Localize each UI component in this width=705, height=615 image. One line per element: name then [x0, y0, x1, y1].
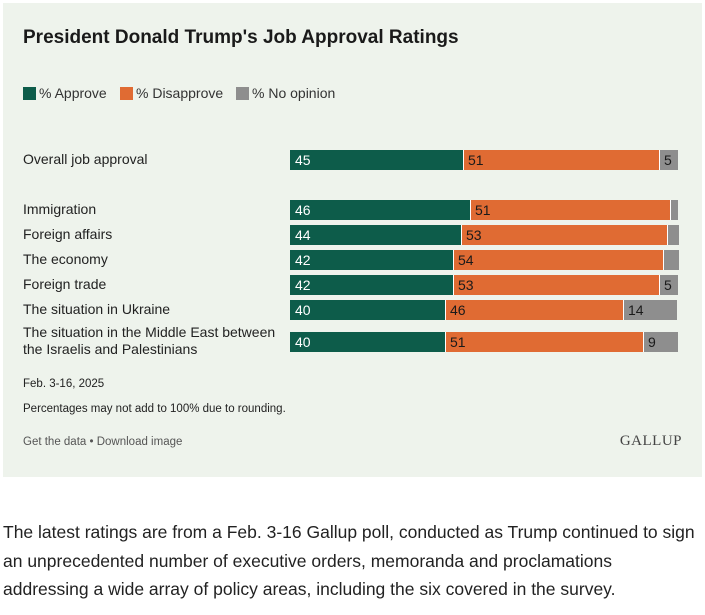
category-label: Foreign affairs	[23, 226, 113, 242]
bar-approve	[290, 225, 461, 245]
bar-value-label: 5	[664, 152, 672, 168]
bar-value-label: 5	[664, 277, 672, 293]
bar-no-opinion	[670, 200, 678, 220]
category-label: The economy	[23, 251, 108, 267]
category-label: Immigration	[23, 201, 97, 217]
bar-no-opinion	[667, 225, 679, 245]
bar-value-label: 54	[458, 252, 474, 268]
bar-value-label: 44	[295, 227, 311, 243]
bar-value-label: 42	[295, 277, 311, 293]
legend-label-approve: % Approve	[39, 85, 107, 101]
bar-no-opinion	[663, 250, 679, 270]
legend-swatch-no-opinion	[236, 87, 249, 100]
bar-approve	[290, 250, 453, 270]
bar-disapprove	[445, 332, 643, 352]
chart-links: Get the data • Download image	[23, 436, 182, 448]
bar-disapprove	[453, 275, 659, 295]
legend-swatch-approve	[23, 87, 36, 100]
bar-value-label: 14	[628, 302, 644, 318]
bar-approve	[290, 200, 470, 220]
bar-disapprove	[470, 200, 670, 220]
chart-title: President Donald Trump's Job Approval Ra…	[23, 27, 459, 48]
category-label: The situation in Ukraine	[23, 301, 171, 317]
bar-value-label: 46	[450, 302, 466, 318]
bar-approve	[290, 300, 445, 320]
chart-card: President Donald Trump's Job Approval Ra…	[3, 3, 702, 477]
legend-label-disapprove: % Disapprove	[136, 85, 224, 101]
bar-value-label: 40	[295, 302, 311, 318]
bar-no-opinion	[643, 332, 678, 352]
bar-value-label: 51	[468, 152, 484, 168]
bar-approve	[290, 150, 463, 170]
bar-approve	[290, 275, 453, 295]
link-separator: •	[86, 436, 97, 448]
bar-disapprove	[461, 225, 667, 245]
bar-approve	[290, 332, 445, 352]
rounding-note: Percentages may not add to 100% due to r…	[23, 403, 286, 415]
bar-disapprove	[453, 250, 663, 270]
bar-no-opinion	[659, 275, 678, 295]
bar-value-label: 51	[475, 202, 491, 218]
bar-value-label: 9	[648, 334, 656, 350]
article-paragraph: The latest ratings are from a Feb. 3-16 …	[3, 522, 695, 599]
bar-value-label: 53	[458, 277, 474, 293]
bar-value-label: 51	[450, 334, 466, 350]
gallup-logo: GALLUP	[619, 433, 682, 449]
get-data-link[interactable]: Get the data	[23, 436, 87, 448]
bar-value-label: 53	[466, 227, 482, 243]
bar-no-opinion	[623, 300, 677, 320]
bar-value-label: 45	[295, 152, 311, 168]
bar-disapprove	[445, 300, 623, 320]
bar-value-label: 42	[295, 252, 311, 268]
bar-disapprove	[463, 150, 659, 170]
category-label: Foreign trade	[23, 276, 107, 292]
bar-no-opinion	[659, 150, 678, 170]
category-label: The situation in the Middle East between…	[23, 324, 276, 357]
legend-swatch-disapprove	[120, 87, 133, 100]
category-label: Overall job approval	[23, 151, 148, 167]
survey-date: Feb. 3-16, 2025	[23, 378, 105, 390]
bar-value-label: 40	[295, 334, 311, 350]
bar-value-label: 46	[295, 202, 311, 218]
download-image-link[interactable]: Download image	[96, 436, 183, 448]
legend-label-no-opinion: % No opinion	[252, 85, 336, 101]
